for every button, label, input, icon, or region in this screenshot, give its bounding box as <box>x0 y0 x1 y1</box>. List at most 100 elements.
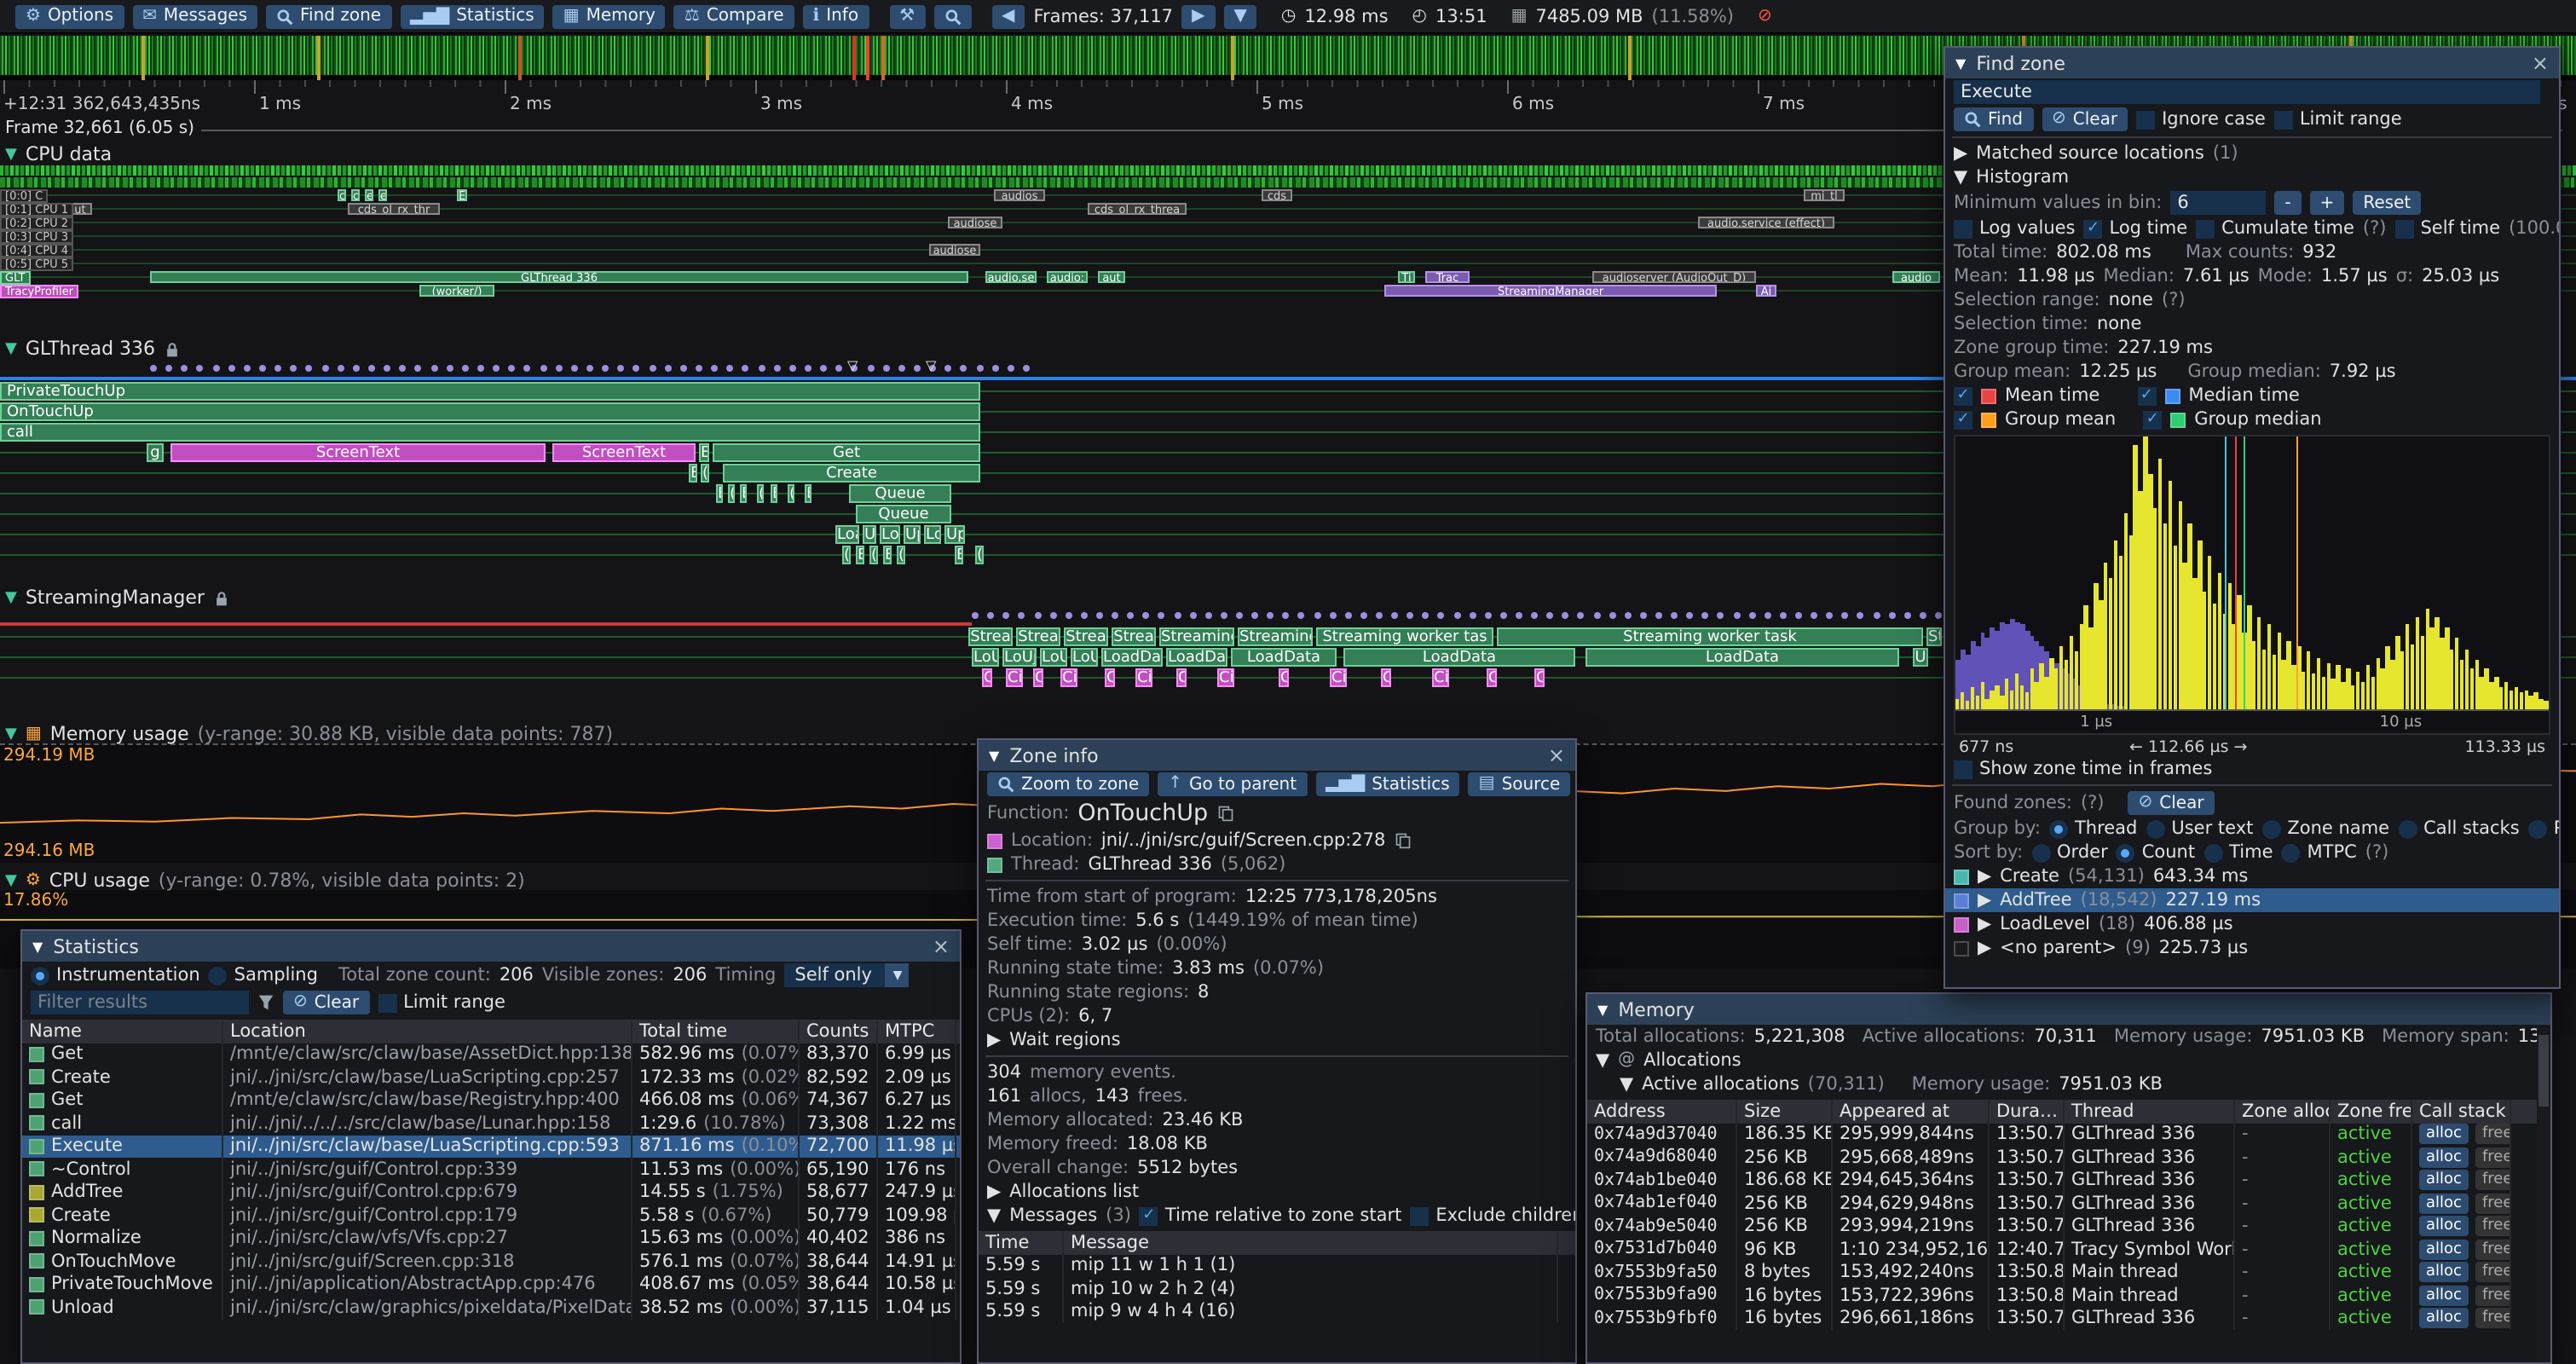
message-dot[interactable] <box>1920 612 1926 619</box>
zone[interactable]: Ci <box>1432 668 1449 687</box>
memory-button[interactable]: ▦Memory <box>553 4 666 28</box>
free-chip[interactable]: free <box>2475 1309 2511 1329</box>
collapse-icon[interactable]: ▼ <box>5 725 17 743</box>
histogram-plot[interactable]: 1 µs 10 µs <box>1954 435 2550 735</box>
zone[interactable]: U <box>863 525 876 544</box>
zone[interactable]: audio <box>1892 271 1940 283</box>
median-time-checkbox[interactable]: ✓ <box>2137 386 2156 405</box>
allocation-row[interactable]: 0x7531d7b04096 KB1:10 234,952,16112:40.7… <box>1587 1238 2550 1261</box>
found-zone-group[interactable]: ▶Create(54,131)643.34 ms <box>1945 864 2559 888</box>
zone[interactable]: ( <box>842 546 851 564</box>
message-dot[interactable] <box>1733 612 1740 619</box>
message-dot[interactable] <box>1360 612 1367 619</box>
zone[interactable]: StreamingManager <box>1384 285 1717 297</box>
message-dot[interactable] <box>1221 612 1227 619</box>
glthread-header[interactable]: ▼ GLThread 336 <box>5 338 181 360</box>
collapse-icon[interactable]: ▼ <box>1955 55 1966 71</box>
zone[interactable]: Strea <box>1016 627 1060 646</box>
zone[interactable]: E <box>955 546 963 564</box>
message-dot[interactable] <box>228 365 234 372</box>
message-dot[interactable] <box>680 365 687 372</box>
zone[interactable]: U <box>1913 648 1928 667</box>
column-header[interactable]: Counts▼ <box>800 1020 878 1043</box>
timing-combo[interactable]: Self only▼ <box>784 963 910 987</box>
zone[interactable]: audios <box>994 189 1045 201</box>
search-tool-button[interactable] <box>933 4 971 28</box>
column-header[interactable]: Call stack <box>2412 1100 2511 1123</box>
message-dot[interactable] <box>1423 612 1430 619</box>
zone[interactable]: e <box>378 189 387 201</box>
alloc-chip[interactable]: alloc <box>2419 1147 2469 1168</box>
zone[interactable]: Ci <box>1217 668 1234 687</box>
message-dot[interactable] <box>540 365 546 372</box>
zone[interactable]: Loi <box>880 525 900 544</box>
message-dot[interactable] <box>1391 612 1398 619</box>
close-icon[interactable]: × <box>2532 51 2549 75</box>
message-dot[interactable] <box>742 365 749 372</box>
group-median-checkbox[interactable]: ✓ <box>2143 410 2162 429</box>
column-header[interactable]: Dura… <box>1990 1100 2065 1123</box>
message-dot[interactable] <box>1904 612 1911 619</box>
message-dot[interactable] <box>274 365 281 372</box>
zone[interactable]: E <box>457 189 467 201</box>
cpu-usage-header[interactable]: ▼ ⚙ CPU usage (y-range: 0.78%, visible d… <box>5 870 525 892</box>
cpu-data-header[interactable]: ▼ CPU data <box>5 143 112 165</box>
allocation-row[interactable]: 0x74ab1be040186.68 KB294,645,364ns13:50.… <box>1587 1169 2550 1192</box>
histogram-toggle[interactable]: ▼Histogram <box>1945 165 2559 189</box>
zone[interactable]: C <box>1033 668 1043 687</box>
allocation-row[interactable]: 0x74a9d37040186.35 KB295,999,844ns13:50.… <box>1587 1123 2550 1146</box>
zone[interactable]: ( <box>869 546 878 564</box>
zone[interactable]: cds_ol_rx_thr <box>348 203 440 215</box>
prev-frame-button[interactable]: ◀ <box>991 4 1025 28</box>
zone[interactable]: LoadDaU <box>1166 648 1227 667</box>
time-relative-to-zone-start-checkbox[interactable]: ✓Time relative to zone start <box>1140 1205 1401 1226</box>
message-dot[interactable] <box>291 365 297 372</box>
zone[interactable]: E <box>699 443 709 462</box>
message-dot[interactable] <box>914 365 921 372</box>
message-dot[interactable] <box>462 365 469 372</box>
next-frame-button[interactable]: ▶ <box>1181 4 1215 28</box>
active-allocations-toggle[interactable]: ▼Active allocations(70,311)Memory usage:… <box>1611 1072 2550 1096</box>
message-dot[interactable] <box>976 365 983 372</box>
message-dot[interactable] <box>972 612 979 619</box>
collapse-icon[interactable]: ▼ <box>5 589 17 606</box>
message-dot[interactable] <box>1438 612 1445 619</box>
thread-pin-icon[interactable] <box>164 340 181 357</box>
matched-locations-toggle[interactable]: ▶Matched source locations(1) <box>1945 142 2559 165</box>
message-dot[interactable] <box>1034 612 1041 619</box>
statistics-row[interactable]: calljni/../jni/../../../src/claw/base/Lu… <box>22 1112 960 1135</box>
message-dot[interactable] <box>1158 612 1165 619</box>
message-dot[interactable] <box>244 365 251 372</box>
zone[interactable]: aut <box>1098 271 1125 283</box>
zone[interactable]: C <box>1381 668 1391 687</box>
message-dot[interactable] <box>1811 612 1817 619</box>
allocation-row[interactable]: 0x7553b9fa508 bytes153,492,240ns13:50.8M… <box>1587 1261 2550 1284</box>
zone[interactable]: ScreenText <box>170 443 546 462</box>
zone[interactable]: g <box>147 443 164 462</box>
column-header[interactable]: Size <box>1737 1100 1833 1123</box>
message-dot[interactable] <box>1236 612 1243 619</box>
zone[interactable]: ( <box>757 484 764 503</box>
message-dot[interactable] <box>1283 612 1290 619</box>
message-dot[interactable] <box>259 365 266 372</box>
message-dot[interactable] <box>1578 612 1585 619</box>
message-dot[interactable] <box>1888 612 1895 619</box>
message-dot[interactable] <box>836 365 843 372</box>
statistics-row[interactable]: AddTreejni/../jni/src/guif/Control.cpp:6… <box>22 1181 960 1204</box>
message-dot[interactable] <box>987 612 994 619</box>
statistics-row[interactable]: Get/mnt/e/claw/src/claw/base/AssetDict.h… <box>22 1043 960 1066</box>
message-dot[interactable] <box>633 365 640 372</box>
message-dot[interactable] <box>1023 365 1030 372</box>
message-dot[interactable] <box>1065 612 1071 619</box>
message-dot[interactable] <box>1484 612 1491 619</box>
statistics-row[interactable]: Executejni/../jni/src/claw/base/LuaScrip… <box>22 1135 960 1158</box>
mtpc-radio[interactable]: MTPC <box>2282 842 2357 863</box>
find-zone-titlebar[interactable]: ▼ Find zone × <box>1945 48 2559 78</box>
zone[interactable]: E <box>740 484 747 503</box>
min-bin-input[interactable] <box>2170 191 2266 215</box>
message-dot[interactable] <box>1267 612 1274 619</box>
increment-button[interactable]: + <box>2310 191 2345 215</box>
scrollbar[interactable] <box>2537 1025 2550 1362</box>
statistics-button[interactable]: ▂▅▇Statistics <box>1315 772 1460 796</box>
allocation-row[interactable]: 0x74a9d68040256 KB295,668,489ns13:50.7GL… <box>1587 1146 2550 1169</box>
